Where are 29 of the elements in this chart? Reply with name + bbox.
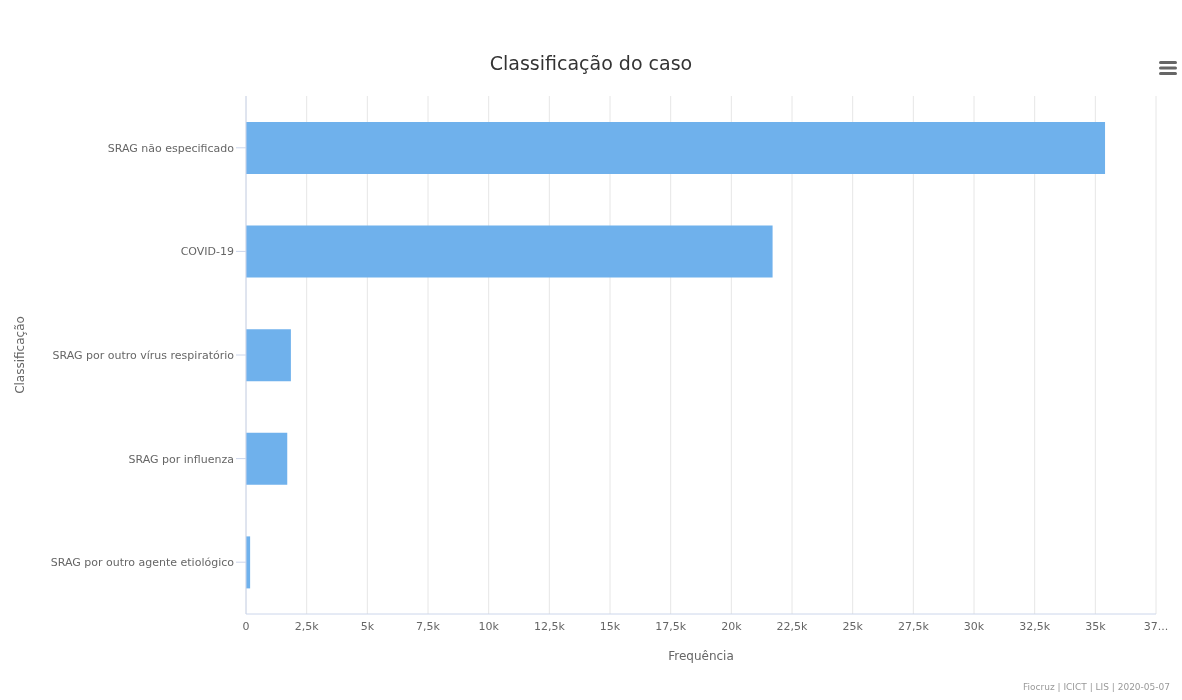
x-tick-label: 7,5k xyxy=(416,619,441,633)
y-tick-label: SRAG por influenza xyxy=(128,452,234,466)
x-tick-label: 30k xyxy=(963,619,985,633)
x-tick-label: 0 xyxy=(242,619,250,633)
x-tick-label: 35k xyxy=(1085,619,1107,633)
text: Fiocruz | ICICT | LIS | 2020-05-07 xyxy=(1023,682,1170,692)
y-axis-title: Classificação xyxy=(13,316,28,394)
bar xyxy=(246,432,288,485)
x-tick-label: 32,5k xyxy=(1019,619,1051,633)
x-tick-label: 17,5k xyxy=(655,619,687,633)
bar xyxy=(246,225,773,278)
x-tick-label: 10k xyxy=(478,619,500,633)
y-tick-label: SRAG por outro vírus respiratório xyxy=(52,348,235,362)
chart-title: Classificação do caso xyxy=(488,52,694,74)
x-tick-label: 22,5k xyxy=(776,619,809,633)
x-tick-label: 5k xyxy=(360,619,375,633)
x-tick-label: 20k xyxy=(721,619,743,633)
bar xyxy=(246,329,291,382)
x-tick-label: 27,5k xyxy=(897,619,930,633)
y-tick-label: SRAG não especificado xyxy=(107,141,235,155)
bar xyxy=(246,122,1106,174)
y-tick-label: COVID-19 xyxy=(180,245,234,259)
x-tick-label: 37... xyxy=(1143,619,1169,633)
x-axis-title: Frequência xyxy=(668,649,734,663)
x-tick-label: 2,5k xyxy=(294,619,320,633)
x-tick-label: 12,5k xyxy=(533,619,566,633)
x-tick-label: 15k xyxy=(599,619,621,633)
x-tick-label: 25k xyxy=(842,619,864,633)
y-tick-label: SRAG por outro agente etiológico xyxy=(50,556,235,570)
